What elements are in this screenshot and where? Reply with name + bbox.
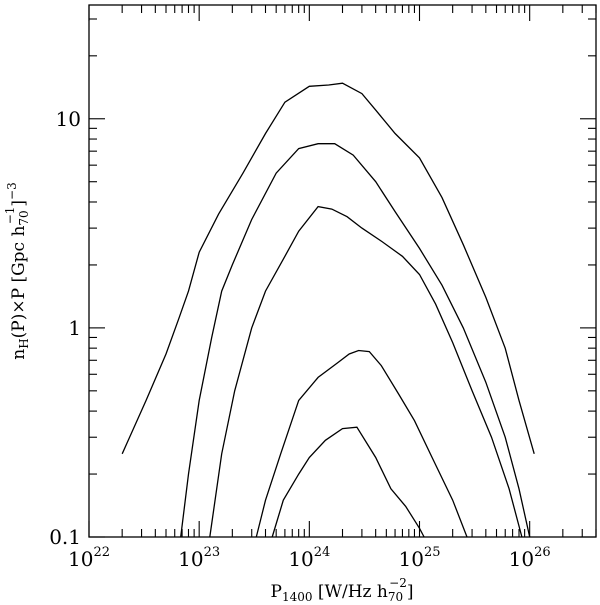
y-axis-title: nH(P)×P [Gpc h70−1]−3: [3, 182, 31, 360]
series-line-1: [121, 82, 535, 455]
series-line-5: [271, 426, 425, 538]
x-tick-label: 1023: [178, 545, 220, 571]
series-line-3: [209, 205, 523, 538]
x-tick-label: 1026: [509, 545, 551, 571]
x-tick-label: 1022: [68, 545, 110, 571]
x-tick-label: 1025: [399, 545, 441, 571]
series-group: [121, 82, 535, 538]
x-tick-label: 1024: [288, 545, 330, 571]
y-tick-label: 1: [68, 316, 81, 340]
y-tick-label: 0.1: [49, 525, 81, 549]
x-tick-labels: 1022 1023 1024 1025 1026: [68, 545, 551, 571]
x-axis-title: P1400 [W/Hz h70−2]: [271, 576, 414, 604]
y-tick-labels: 0.1 1 10: [49, 107, 81, 549]
y-tick-label: 10: [56, 107, 81, 131]
plot-frame: [88, 4, 597, 538]
tick-marks: [88, 5, 597, 538]
series-line-4: [255, 349, 468, 538]
series-line-2: [180, 143, 531, 538]
